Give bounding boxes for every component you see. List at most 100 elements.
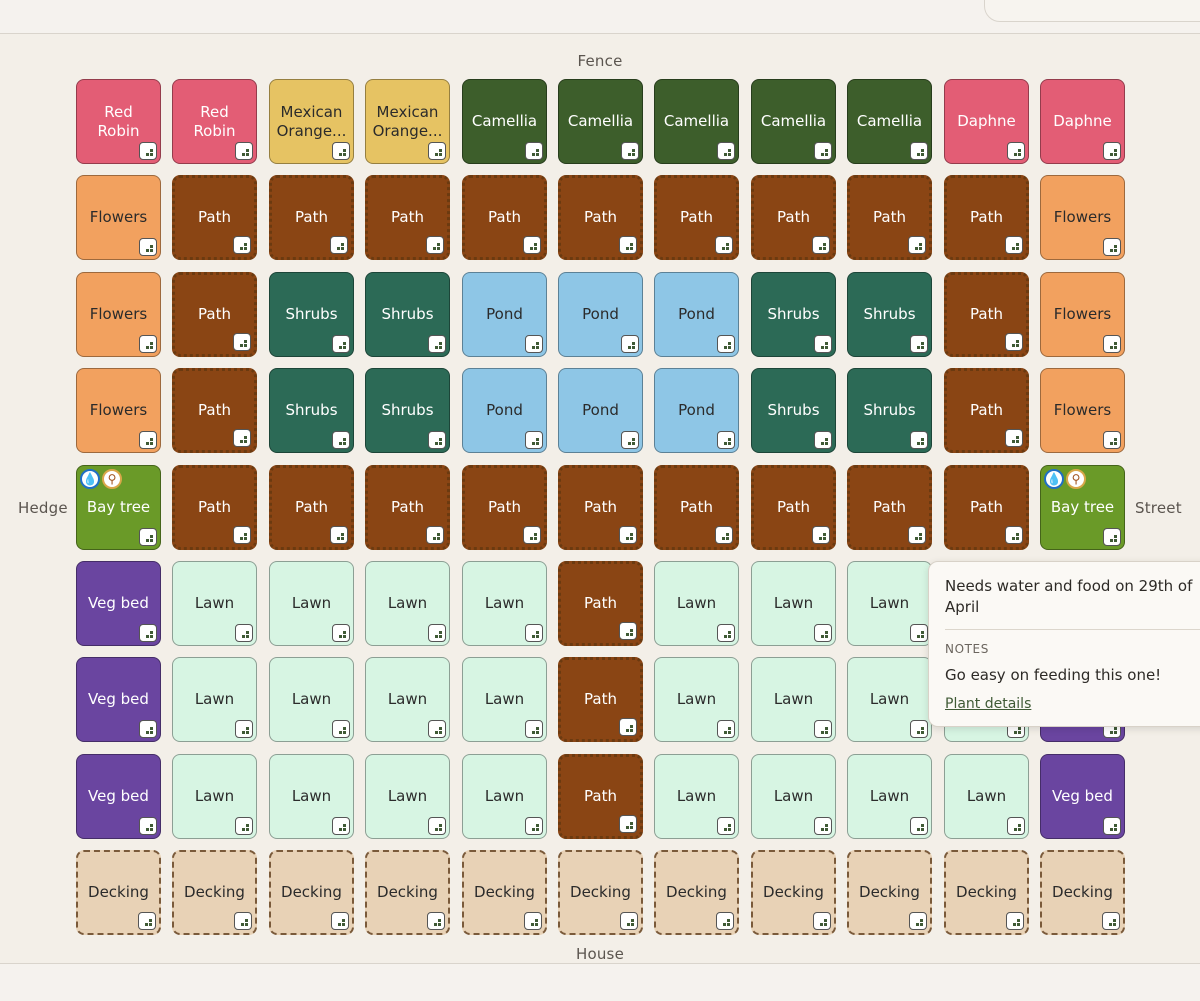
tile-path[interactable]: Path — [847, 465, 932, 550]
resize-handle-icon[interactable] — [332, 142, 350, 160]
resize-handle-icon[interactable] — [332, 431, 350, 449]
resize-handle-icon[interactable] — [1007, 817, 1025, 835]
resize-handle-icon[interactable] — [235, 624, 253, 642]
tile-shrubs[interactable]: Shrubs — [847, 368, 932, 453]
tile-flowers[interactable]: Flowers — [76, 272, 161, 357]
tile-path[interactable]: Path — [172, 272, 257, 357]
resize-handle-icon[interactable] — [814, 431, 832, 449]
resize-handle-icon[interactable] — [717, 431, 735, 449]
resize-handle-icon[interactable] — [428, 817, 446, 835]
tile-decking[interactable]: Decking — [269, 850, 354, 935]
tile-pond[interactable]: Pond — [558, 368, 643, 453]
resize-handle-icon[interactable] — [1103, 431, 1121, 449]
resize-handle-icon[interactable] — [139, 624, 157, 642]
resize-handle-icon[interactable] — [910, 142, 928, 160]
resize-handle-icon[interactable] — [233, 526, 251, 544]
resize-handle-icon[interactable] — [715, 236, 733, 254]
tile-path[interactable]: Path — [751, 175, 836, 260]
resize-handle-icon[interactable] — [428, 624, 446, 642]
tile-shrubs[interactable]: Shrubs — [847, 272, 932, 357]
tile-camellia[interactable]: Camellia — [654, 79, 739, 164]
resize-handle-icon[interactable] — [139, 817, 157, 835]
tile-lawn[interactable]: Lawn — [365, 754, 450, 839]
resize-handle-icon[interactable] — [1007, 142, 1025, 160]
tile-camellia[interactable]: Camellia — [847, 79, 932, 164]
tile-shrubs[interactable]: Shrubs — [751, 272, 836, 357]
resize-handle-icon[interactable] — [139, 238, 157, 256]
tile-decking[interactable]: Decking — [751, 850, 836, 935]
resize-handle-icon[interactable] — [525, 624, 543, 642]
tile-shrubs[interactable]: Shrubs — [269, 368, 354, 453]
tile-path[interactable]: Path — [944, 465, 1029, 550]
resize-handle-icon[interactable] — [814, 142, 832, 160]
resize-handle-icon[interactable] — [619, 526, 637, 544]
tile-path[interactable]: Path — [269, 175, 354, 260]
resize-handle-icon[interactable] — [426, 526, 444, 544]
tile-lawn[interactable]: Lawn — [654, 754, 739, 839]
tile-lawn[interactable]: Lawn — [654, 561, 739, 646]
tile-lawn[interactable]: Lawn — [847, 754, 932, 839]
tile-decking[interactable]: Decking — [847, 850, 932, 935]
tile-camellia[interactable]: Camellia — [751, 79, 836, 164]
tile-path[interactable]: Path — [365, 465, 450, 550]
resize-handle-icon[interactable] — [235, 720, 253, 738]
resize-handle-icon[interactable] — [908, 526, 926, 544]
tile-path[interactable]: Path — [558, 754, 643, 839]
resize-handle-icon[interactable] — [233, 429, 251, 447]
resize-handle-icon[interactable] — [1005, 236, 1023, 254]
tile-veg-bed[interactable]: Veg bed — [1040, 754, 1125, 839]
tile-path[interactable]: Path — [558, 657, 643, 742]
resize-handle-icon[interactable] — [139, 528, 157, 546]
resize-handle-icon[interactable] — [619, 815, 637, 833]
resize-handle-icon[interactable] — [523, 526, 541, 544]
tile-shrubs[interactable]: Shrubs — [365, 368, 450, 453]
tile-camellia[interactable]: Camellia — [558, 79, 643, 164]
tile-path[interactable]: Path — [172, 368, 257, 453]
tile-path[interactable]: Path — [172, 175, 257, 260]
resize-handle-icon[interactable] — [1103, 335, 1121, 353]
tile-decking[interactable]: Decking — [76, 850, 161, 935]
resize-handle-icon[interactable] — [1005, 526, 1023, 544]
resize-handle-icon[interactable] — [910, 335, 928, 353]
tile-lawn[interactable]: Lawn — [172, 657, 257, 742]
tile-flowers[interactable]: Flowers — [1040, 272, 1125, 357]
tile-path[interactable]: Path — [944, 175, 1029, 260]
resize-handle-icon[interactable] — [428, 142, 446, 160]
tile-flowers[interactable]: Flowers — [76, 175, 161, 260]
tile-veg-bed[interactable]: Veg bed — [76, 657, 161, 742]
resize-handle-icon[interactable] — [717, 335, 735, 353]
tile-daphne[interactable]: Daphne — [1040, 79, 1125, 164]
tile-path[interactable]: Path — [462, 465, 547, 550]
resize-handle-icon[interactable] — [525, 720, 543, 738]
resize-handle-icon[interactable] — [139, 720, 157, 738]
resize-handle-icon[interactable] — [525, 817, 543, 835]
tile-path[interactable]: Path — [558, 175, 643, 260]
resize-handle-icon[interactable] — [814, 720, 832, 738]
tile-lawn[interactable]: Lawn — [462, 754, 547, 839]
tile-bay-tree[interactable]: Bay tree 💧 ⚲ — [76, 465, 161, 550]
resize-handle-icon[interactable] — [332, 720, 350, 738]
resize-handle-icon[interactable] — [910, 431, 928, 449]
tile-path[interactable]: Path — [654, 465, 739, 550]
resize-handle-icon[interactable] — [620, 912, 638, 930]
tile-pond[interactable]: Pond — [462, 272, 547, 357]
resize-handle-icon[interactable] — [813, 912, 831, 930]
tile-path[interactable]: Path — [558, 465, 643, 550]
tile-red-robin[interactable]: Red Robin — [76, 79, 161, 164]
top-bar-control[interactable] — [984, 0, 1200, 22]
tile-shrubs[interactable]: Shrubs — [269, 272, 354, 357]
resize-handle-icon[interactable] — [1005, 429, 1023, 447]
tile-camellia[interactable]: Camellia — [462, 79, 547, 164]
tile-path[interactable]: Path — [172, 465, 257, 550]
tile-veg-bed[interactable]: Veg bed — [76, 561, 161, 646]
tile-mexican-orange[interactable]: Mexican Orange... — [269, 79, 354, 164]
resize-handle-icon[interactable] — [235, 817, 253, 835]
resize-handle-icon[interactable] — [330, 526, 348, 544]
resize-handle-icon[interactable] — [814, 335, 832, 353]
tile-daphne[interactable]: Daphne — [944, 79, 1029, 164]
resize-handle-icon[interactable] — [715, 526, 733, 544]
tile-decking[interactable]: Decking — [654, 850, 739, 935]
resize-handle-icon[interactable] — [909, 912, 927, 930]
tile-flowers[interactable]: Flowers — [1040, 368, 1125, 453]
tile-lawn[interactable]: Lawn — [269, 754, 354, 839]
